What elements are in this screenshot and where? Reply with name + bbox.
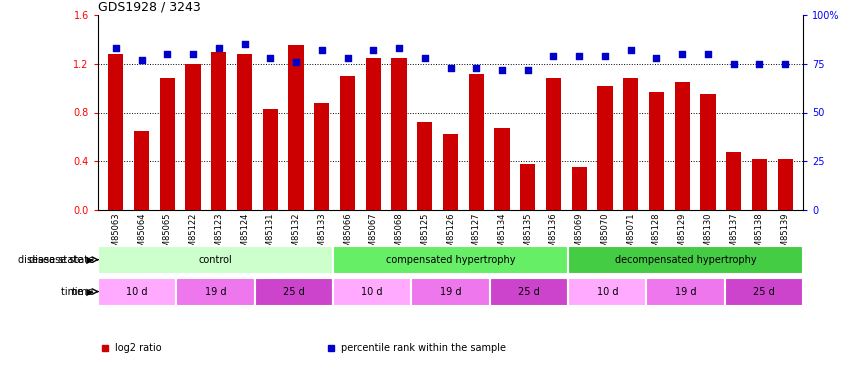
- Bar: [133, 131, 150, 210]
- Bar: [490, 278, 568, 306]
- Point: [572, 53, 586, 59]
- Bar: [494, 128, 510, 210]
- Point: [727, 61, 740, 67]
- Point: [109, 45, 122, 51]
- Text: percentile rank within the sample: percentile rank within the sample: [341, 343, 506, 353]
- Bar: [98, 278, 176, 306]
- Text: 10 d: 10 d: [126, 286, 148, 297]
- Text: log2 ratio: log2 ratio: [116, 343, 162, 353]
- Bar: [340, 76, 355, 210]
- Bar: [211, 52, 226, 210]
- Bar: [751, 159, 768, 210]
- Text: 25 d: 25 d: [518, 286, 540, 297]
- Bar: [520, 164, 536, 210]
- Point: [444, 64, 457, 70]
- Bar: [647, 278, 725, 306]
- Bar: [568, 246, 803, 274]
- Point: [366, 47, 380, 53]
- Bar: [675, 82, 690, 210]
- Text: 25 d: 25 d: [753, 286, 775, 297]
- Point: [264, 55, 277, 61]
- Text: 10 d: 10 d: [597, 286, 618, 297]
- Bar: [598, 86, 613, 210]
- Text: 19 d: 19 d: [675, 286, 696, 297]
- Bar: [649, 92, 664, 210]
- Bar: [571, 167, 587, 210]
- Bar: [254, 278, 333, 306]
- Bar: [778, 159, 793, 210]
- Bar: [314, 103, 330, 210]
- Bar: [185, 64, 201, 210]
- Bar: [333, 246, 568, 274]
- Bar: [568, 278, 647, 306]
- Point: [521, 67, 535, 73]
- Bar: [237, 54, 252, 210]
- Bar: [391, 58, 407, 210]
- Bar: [411, 278, 490, 306]
- Text: 19 d: 19 d: [439, 286, 462, 297]
- Text: time: time: [72, 286, 94, 297]
- Point: [134, 57, 148, 63]
- Bar: [98, 246, 333, 274]
- Bar: [333, 278, 411, 306]
- Point: [392, 45, 405, 51]
- Point: [547, 53, 560, 59]
- Point: [779, 61, 792, 67]
- Text: 19 d: 19 d: [205, 286, 226, 297]
- Point: [753, 61, 767, 67]
- Bar: [726, 152, 741, 210]
- Bar: [288, 45, 303, 210]
- Bar: [623, 78, 638, 210]
- Point: [701, 51, 715, 57]
- Point: [238, 41, 252, 47]
- Bar: [443, 135, 458, 210]
- Bar: [263, 109, 278, 210]
- Text: disease state: disease state: [29, 255, 94, 265]
- Text: GDS1928 / 3243: GDS1928 / 3243: [98, 1, 201, 14]
- Point: [186, 51, 200, 57]
- Text: 25 d: 25 d: [283, 286, 304, 297]
- Point: [212, 45, 225, 51]
- Point: [598, 53, 612, 59]
- Bar: [468, 74, 484, 210]
- Point: [676, 51, 689, 57]
- Point: [341, 55, 354, 61]
- Point: [315, 47, 329, 53]
- Point: [496, 67, 509, 73]
- Point: [418, 55, 432, 61]
- Text: disease state ▶: disease state ▶: [18, 255, 94, 265]
- Bar: [725, 278, 803, 306]
- Text: decompensated hypertrophy: decompensated hypertrophy: [615, 255, 756, 265]
- Point: [469, 64, 483, 70]
- Point: [289, 59, 303, 65]
- Point: [624, 47, 638, 53]
- Bar: [700, 94, 716, 210]
- Bar: [160, 78, 175, 210]
- Bar: [546, 78, 561, 210]
- Text: time ▶: time ▶: [60, 287, 94, 297]
- Bar: [108, 54, 123, 210]
- Bar: [417, 122, 433, 210]
- Text: 10 d: 10 d: [361, 286, 382, 297]
- Bar: [366, 58, 381, 210]
- Text: control: control: [198, 255, 232, 265]
- Bar: [176, 278, 254, 306]
- Point: [161, 51, 174, 57]
- Text: compensated hypertrophy: compensated hypertrophy: [386, 255, 515, 265]
- Point: [649, 55, 663, 61]
